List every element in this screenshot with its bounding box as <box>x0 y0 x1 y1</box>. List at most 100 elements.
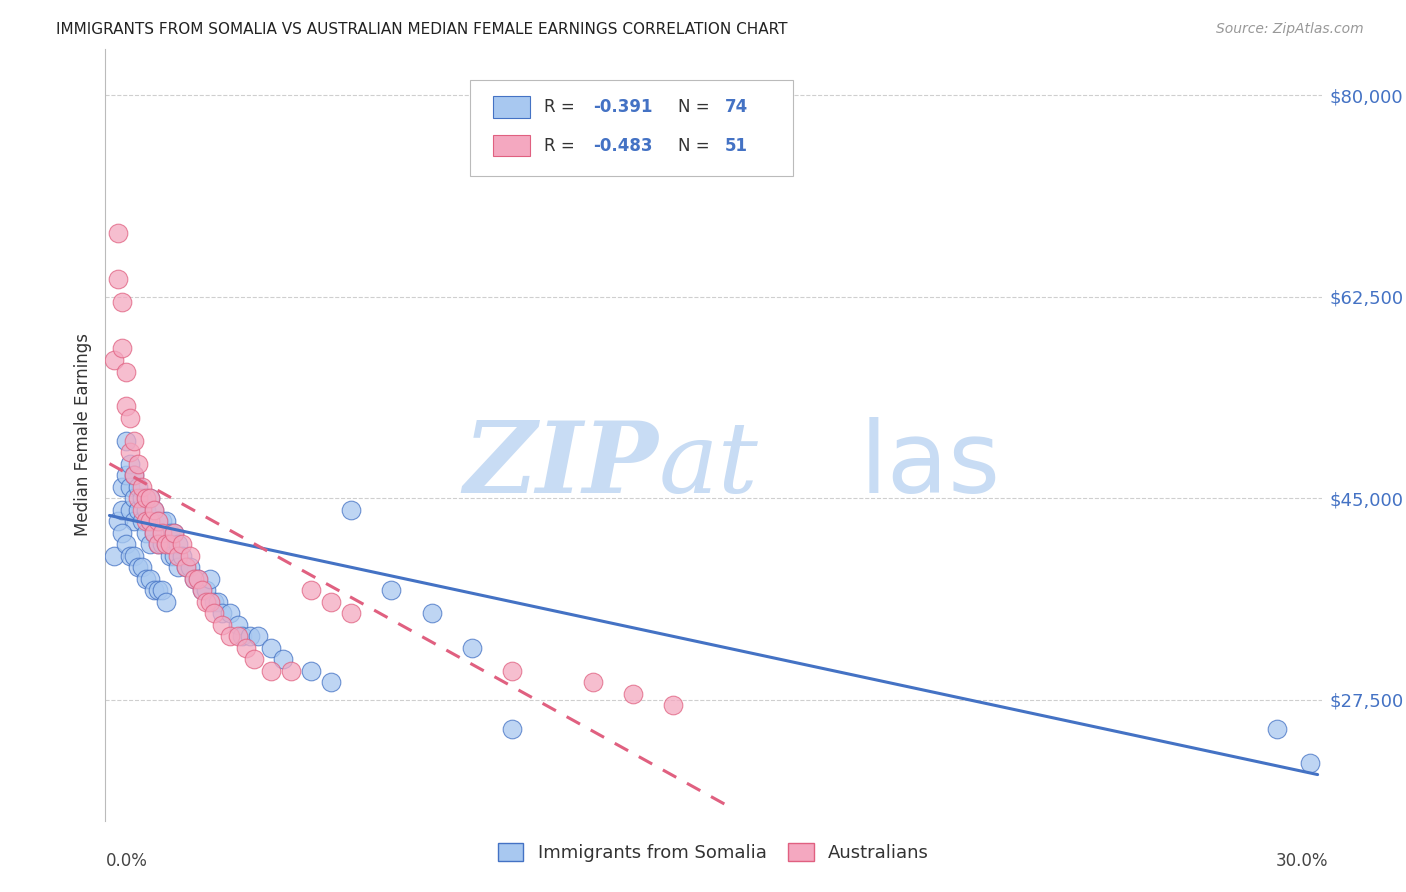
Point <box>146 514 169 528</box>
Text: ZIP: ZIP <box>464 417 659 514</box>
Point <box>159 537 181 551</box>
Point <box>142 502 165 516</box>
Point <box>127 457 149 471</box>
Point <box>179 560 201 574</box>
Point <box>146 514 169 528</box>
Point <box>118 457 141 471</box>
Point <box>202 607 225 621</box>
Point <box>118 502 141 516</box>
Point <box>662 698 685 713</box>
Text: 74: 74 <box>724 98 748 116</box>
Point <box>155 514 177 528</box>
Legend: Immigrants from Somalia, Australians: Immigrants from Somalia, Australians <box>491 836 936 870</box>
Text: 30.0%: 30.0% <box>1277 852 1329 870</box>
Point <box>231 629 253 643</box>
Point <box>167 549 190 563</box>
Text: -0.483: -0.483 <box>593 136 652 154</box>
Text: R =: R = <box>544 98 581 116</box>
Point <box>167 537 190 551</box>
Point <box>135 491 157 506</box>
Point <box>150 583 173 598</box>
Point <box>211 607 233 621</box>
Point <box>170 537 193 551</box>
Point <box>122 468 145 483</box>
Text: las: las <box>859 417 1001 514</box>
Point <box>122 468 145 483</box>
Point <box>198 595 221 609</box>
Point <box>174 560 197 574</box>
Point <box>150 514 173 528</box>
Point <box>299 583 322 598</box>
Point <box>259 640 281 655</box>
Point <box>155 537 177 551</box>
Point <box>191 583 214 598</box>
Point <box>163 549 186 563</box>
Point <box>139 491 162 506</box>
Point <box>211 618 233 632</box>
Point <box>198 572 221 586</box>
Point <box>142 502 165 516</box>
Point <box>146 583 169 598</box>
Text: R =: R = <box>544 136 581 154</box>
Text: IMMIGRANTS FROM SOMALIA VS AUSTRALIAN MEDIAN FEMALE EARNINGS CORRELATION CHART: IMMIGRANTS FROM SOMALIA VS AUSTRALIAN ME… <box>56 22 787 37</box>
Point <box>114 434 136 448</box>
Point <box>127 491 149 506</box>
Point <box>195 583 218 598</box>
Point <box>110 342 132 356</box>
Point <box>114 364 136 378</box>
Point <box>183 572 205 586</box>
Point <box>501 722 523 736</box>
Point <box>135 514 157 528</box>
Point <box>219 629 242 643</box>
Point <box>319 595 342 609</box>
Point <box>1298 756 1320 770</box>
Point <box>131 480 153 494</box>
Point <box>159 549 181 563</box>
Point <box>163 525 186 540</box>
Point <box>131 502 153 516</box>
Point <box>150 537 173 551</box>
Point <box>139 572 162 586</box>
Point <box>461 640 484 655</box>
Point <box>191 583 214 598</box>
Point <box>582 675 605 690</box>
FancyBboxPatch shape <box>494 96 530 118</box>
Point <box>110 295 132 310</box>
Point <box>299 664 322 678</box>
Point <box>228 629 250 643</box>
Point <box>139 491 162 506</box>
Point <box>179 549 201 563</box>
Point <box>340 502 363 516</box>
Point <box>146 537 169 551</box>
Point <box>235 640 257 655</box>
Point <box>131 514 153 528</box>
Point <box>183 572 205 586</box>
Point <box>107 272 129 286</box>
Point <box>114 537 136 551</box>
Point <box>420 607 443 621</box>
Text: -0.391: -0.391 <box>593 98 652 116</box>
Point <box>187 572 209 586</box>
Point <box>110 502 132 516</box>
Point <box>239 629 262 643</box>
Point <box>340 607 363 621</box>
Point <box>202 595 225 609</box>
Point <box>155 595 177 609</box>
Point <box>155 537 177 551</box>
Point <box>187 572 209 586</box>
Point <box>139 537 162 551</box>
Text: N =: N = <box>678 136 716 154</box>
Point <box>219 607 242 621</box>
Point <box>150 525 173 540</box>
Point <box>163 525 186 540</box>
Point <box>380 583 402 598</box>
Point <box>228 618 250 632</box>
FancyBboxPatch shape <box>470 80 793 177</box>
Point <box>127 480 149 494</box>
Point <box>142 525 165 540</box>
Point <box>114 468 136 483</box>
Point <box>139 514 162 528</box>
Point <box>107 514 129 528</box>
Point <box>259 664 281 678</box>
Point <box>103 353 125 368</box>
